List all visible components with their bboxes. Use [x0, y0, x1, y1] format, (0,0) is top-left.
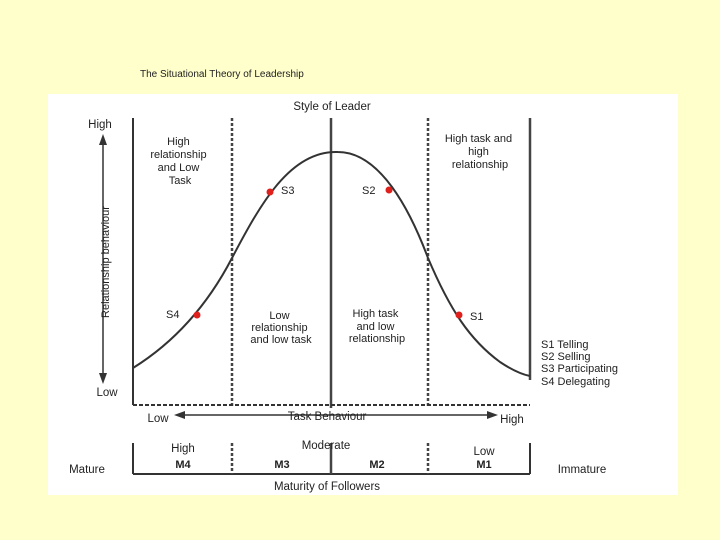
- point-s4: [193, 311, 201, 319]
- m4-label: M4: [175, 459, 191, 471]
- quadrant-q2-text: High task and high relationship: [445, 133, 515, 171]
- y-axis-label: Relationship behaviour: [100, 206, 112, 318]
- point-s1: [455, 311, 463, 319]
- x-axis-label: Task Behaviour: [288, 411, 367, 423]
- label-s1: S1: [470, 311, 483, 323]
- label-s2: S2: [362, 185, 375, 197]
- x-high-label: High: [500, 414, 524, 426]
- m3-label: M3: [274, 459, 289, 471]
- maturity-axis-label: Maturity of Followers: [274, 481, 380, 493]
- style-legend: S1 Telling S2 Selling S3 Participating S…: [541, 339, 621, 388]
- x-axis-arrow-right: [487, 411, 498, 419]
- bell-curve: [132, 150, 531, 377]
- maturity-moderate-label: Moderate: [302, 440, 351, 452]
- x-low-label: Low: [147, 413, 169, 425]
- m2-label: M2: [369, 459, 384, 471]
- label-s4: S4: [166, 309, 179, 321]
- mature-label: Mature: [69, 464, 105, 476]
- y-high-label: High: [88, 119, 112, 131]
- y-low-label: Low: [96, 387, 118, 399]
- y-axis-arrow-up: [99, 134, 107, 145]
- maturity-low-label: Low: [473, 446, 495, 458]
- point-s2: [385, 186, 393, 194]
- diagram-panel: [48, 94, 678, 495]
- label-s3: S3: [281, 185, 294, 197]
- maturity-high-label: High: [171, 443, 195, 455]
- m1-label: M1: [476, 459, 491, 471]
- style-of-leader-label: Style of Leader: [293, 101, 371, 113]
- x-axis-arrow-left: [174, 411, 185, 419]
- y-axis-arrow-down: [99, 373, 107, 384]
- quadrant-q3-text: High relationship and Low Task: [150, 136, 209, 187]
- quadrant-q1-text: High task and low relationship: [349, 308, 405, 345]
- slide-title: The Situational Theory of Leadership: [140, 69, 304, 80]
- point-s3: [266, 188, 274, 196]
- quadrant-q4-text: Low relationship and low task: [250, 310, 312, 346]
- immature-label: Immature: [558, 464, 607, 476]
